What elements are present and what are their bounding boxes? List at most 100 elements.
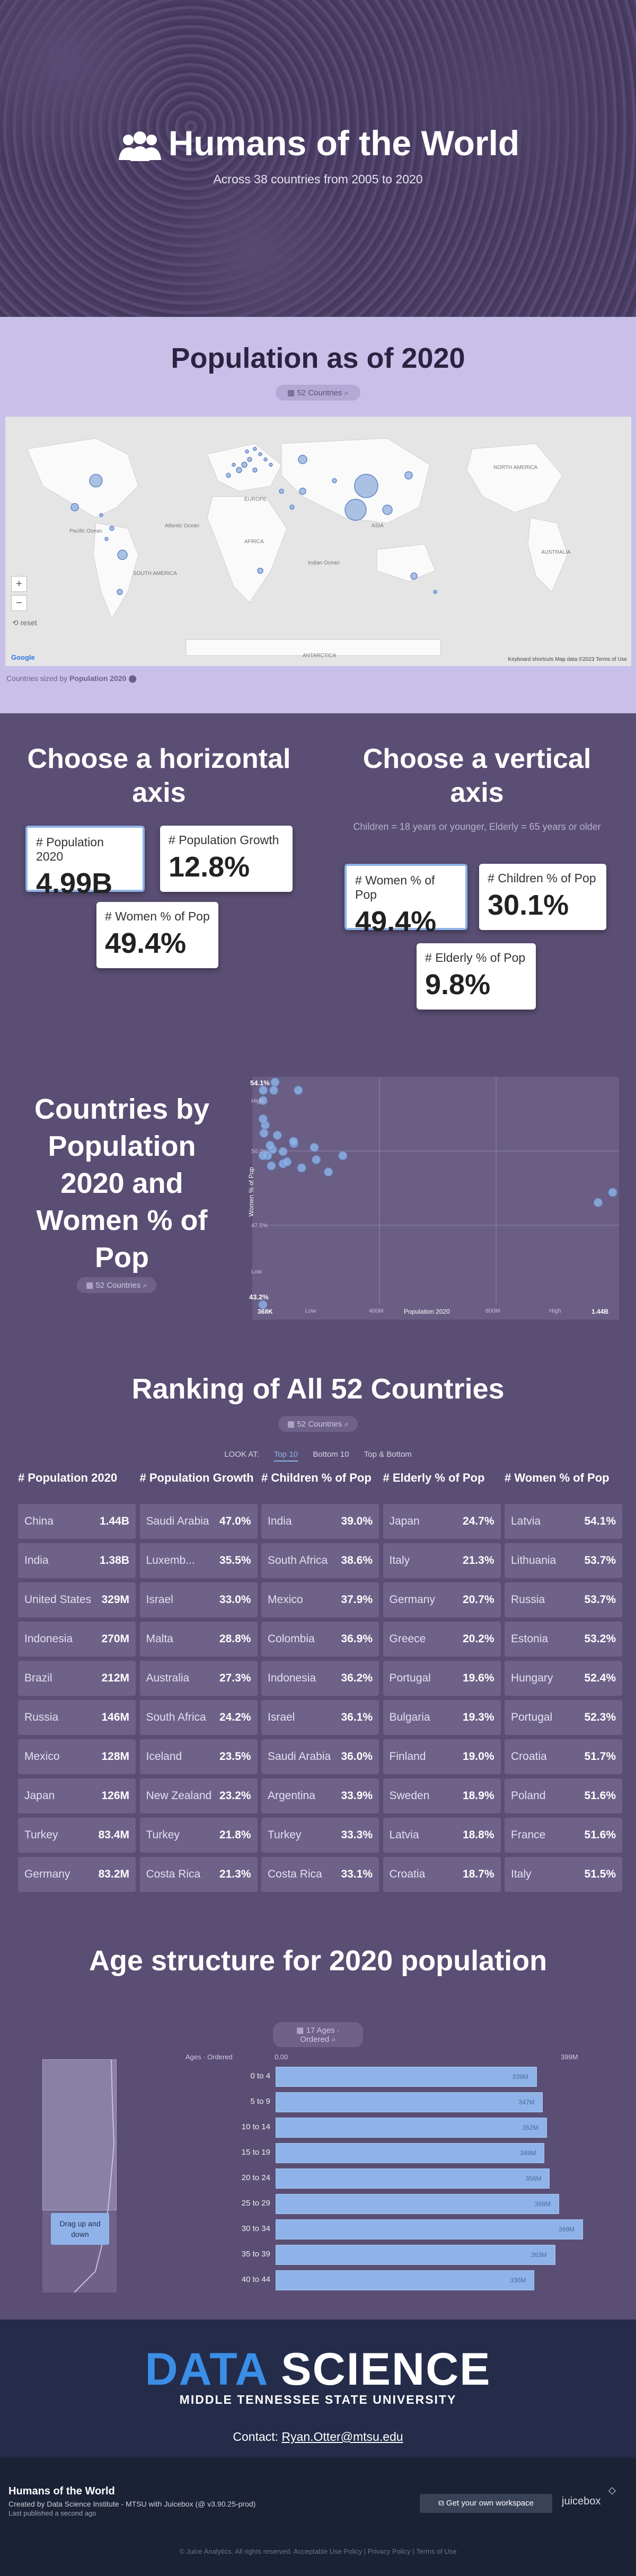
age-bar[interactable]: [276, 2092, 543, 2112]
ranking-row[interactable]: Brazil 212M: [18, 1661, 136, 1696]
age-filter-pill[interactable]: ▦ 17 Ages · Ordered ⌕: [273, 2022, 363, 2047]
scatter-point[interactable]: [310, 1143, 319, 1152]
ranking-row[interactable]: Turkey 33.3%: [261, 1818, 379, 1853]
ranking-row[interactable]: Australia 27.3%: [139, 1661, 258, 1696]
zoom-in-button[interactable]: +: [11, 576, 27, 592]
age-bar[interactable]: [276, 2194, 559, 2214]
ranking-row[interactable]: Saudi Arabia 36.0%: [261, 1739, 379, 1774]
ranking-row[interactable]: Israel 36.1%: [261, 1700, 379, 1735]
scatter-point[interactable]: [269, 1085, 278, 1095]
ranking-filter-pill[interactable]: ▦ 52 Countries ⌕: [278, 1416, 358, 1432]
ranking-row[interactable]: Malta 28.8%: [139, 1622, 258, 1657]
map-reset-button[interactable]: ⟲ reset: [12, 618, 37, 627]
ranking-row[interactable]: Argentina 33.9%: [261, 1778, 379, 1813]
scatter-point[interactable]: [289, 1137, 298, 1146]
ranking-row[interactable]: Colombia 36.9%: [261, 1622, 379, 1657]
scatter-chart[interactable]: 54.1% 43.2% High 50.0% 47.5% Low Women %…: [248, 1077, 619, 1320]
minimap-window[interactable]: [42, 2059, 117, 2210]
ranking-row[interactable]: Turkey 83.4M: [18, 1818, 136, 1853]
scatter-point[interactable]: [278, 1147, 288, 1156]
age-bar[interactable]: [276, 2143, 545, 2163]
scatter-point[interactable]: [258, 1300, 268, 1309]
age-bar[interactable]: [276, 2168, 550, 2189]
ranking-row[interactable]: France 51.6%: [505, 1818, 622, 1853]
ranking-row[interactable]: Iceland 23.5%: [139, 1739, 258, 1774]
ranking-row[interactable]: Russia 146M: [18, 1700, 136, 1735]
ranking-row[interactable]: Italy 51.5%: [505, 1857, 622, 1892]
ranking-row[interactable]: Croatia 18.7%: [383, 1857, 501, 1892]
caption-metric[interactable]: Population 2020: [69, 674, 127, 683]
scatter-point[interactable]: [294, 1085, 303, 1095]
ranking-row[interactable]: Lithuania 53.7%: [505, 1543, 622, 1578]
scatter-point[interactable]: [338, 1151, 348, 1161]
ranking-row[interactable]: Mexico 37.9%: [261, 1582, 379, 1617]
ranking-row[interactable]: Mexico 128M: [18, 1739, 136, 1774]
tab-bottom-10[interactable]: Bottom 10: [313, 1450, 349, 1459]
scatter-point[interactable]: [259, 1085, 268, 1095]
scatter-point[interactable]: [259, 1128, 269, 1138]
age-bar[interactable]: [276, 2270, 535, 2290]
ranking-row[interactable]: Germany 20.7%: [383, 1582, 501, 1617]
scatter-point[interactable]: [267, 1161, 276, 1171]
ranking-row[interactable]: Costa Rica 33.1%: [261, 1857, 379, 1892]
card-women-pct[interactable]: # Women % of Pop 49.4%: [96, 902, 218, 968]
scatter-point[interactable]: [594, 1198, 603, 1207]
ranking-row[interactable]: Portugal 19.6%: [383, 1661, 501, 1696]
tab-top-10[interactable]: Top 10: [273, 1450, 298, 1462]
card-women-pct-vertical[interactable]: # Women % of Pop 49.4%: [344, 864, 467, 937]
age-bar[interactable]: [276, 2245, 555, 2265]
ranking-row[interactable]: Latvia 18.8%: [383, 1818, 501, 1853]
ranking-row[interactable]: Poland 51.6%: [505, 1778, 622, 1813]
ranking-row[interactable]: Estonia 53.2%: [505, 1622, 622, 1657]
ranking-row[interactable]: Croatia 51.7%: [505, 1739, 622, 1774]
age-bar[interactable]: [276, 2118, 547, 2138]
ranking-row[interactable]: Russia 53.7%: [505, 1582, 622, 1617]
scatter-filter-pill[interactable]: ▦ 52 Countries ⌕: [77, 1277, 156, 1293]
ranking-row[interactable]: Indonesia 36.2%: [261, 1661, 379, 1696]
scatter-point[interactable]: [270, 1077, 280, 1087]
map-filter-pill[interactable]: ▦ 52 Countries ⌕: [276, 385, 360, 401]
scatter-point[interactable]: [608, 1188, 617, 1197]
ranking-row[interactable]: Japan 126M: [18, 1778, 136, 1813]
age-bar[interactable]: [276, 2067, 537, 2087]
card-elderly-pct[interactable]: # Elderly % of Pop 9.8%: [417, 943, 536, 1010]
ranking-row[interactable]: New Zealand 23.2%: [139, 1778, 258, 1813]
ranking-row[interactable]: Latvia 54.1%: [505, 1504, 622, 1539]
ranking-row[interactable]: Germany 83.2M: [18, 1857, 136, 1892]
legal-links[interactable]: © Juice Analytics. All rights reserved. …: [179, 2547, 457, 2555]
ranking-row[interactable]: Bulgaria 19.3%: [383, 1700, 501, 1735]
scatter-point[interactable]: [258, 1114, 268, 1123]
ranking-row[interactable]: Finland 19.0%: [383, 1739, 501, 1774]
ranking-row[interactable]: Indonesia 270M: [18, 1622, 136, 1657]
scatter-point[interactable]: [258, 1151, 268, 1161]
age-bar[interactable]: [276, 2219, 583, 2239]
ranking-row[interactable]: Sweden 18.9%: [383, 1778, 501, 1813]
scatter-point[interactable]: [272, 1130, 282, 1140]
ranking-row[interactable]: Portugal 52.3%: [505, 1700, 622, 1735]
scatter-point[interactable]: [312, 1155, 321, 1164]
world-map[interactable]: + − ⟲ reset Google Keyboard shortcuts Ma…: [5, 417, 631, 666]
scatter-point[interactable]: [258, 1096, 268, 1105]
ranking-row[interactable]: Turkey 21.8%: [139, 1818, 258, 1853]
tab-top-bottom[interactable]: Top & Bottom: [364, 1450, 412, 1459]
get-workspace-button[interactable]: ⧉ Get your own workspace: [420, 2494, 552, 2513]
ranking-row[interactable]: Saudi Arabia 47.0%: [139, 1504, 258, 1539]
scatter-point[interactable]: [324, 1167, 333, 1176]
scatter-point[interactable]: [266, 1140, 275, 1150]
ranking-row[interactable]: Israel 33.0%: [139, 1582, 258, 1617]
age-minimap[interactable]: Drag up and down: [42, 2059, 117, 2292]
ranking-row[interactable]: India 39.0%: [261, 1504, 379, 1539]
contact-email-link[interactable]: Ryan.Otter@mtsu.edu: [281, 2430, 403, 2444]
card-population-2020[interactable]: # Population 2020 4.99B: [25, 826, 145, 899]
card-population-growth[interactable]: # Population Growth 12.8%: [160, 826, 293, 892]
card-children-pct[interactable]: # Children % of Pop 30.1%: [479, 864, 606, 930]
ranking-row[interactable]: South Africa 24.2%: [139, 1700, 258, 1735]
ranking-row[interactable]: Japan 24.7%: [383, 1504, 501, 1539]
scatter-point[interactable]: [282, 1157, 292, 1166]
zoom-out-button[interactable]: −: [11, 595, 27, 611]
ranking-row[interactable]: Luxemb... 35.5%: [139, 1543, 258, 1578]
ranking-row[interactable]: Italy 21.3%: [383, 1543, 501, 1578]
ranking-row[interactable]: Greece 20.2%: [383, 1622, 501, 1657]
ranking-row[interactable]: South Africa 38.6%: [261, 1543, 379, 1578]
ranking-row[interactable]: Costa Rica 21.3%: [139, 1857, 258, 1892]
